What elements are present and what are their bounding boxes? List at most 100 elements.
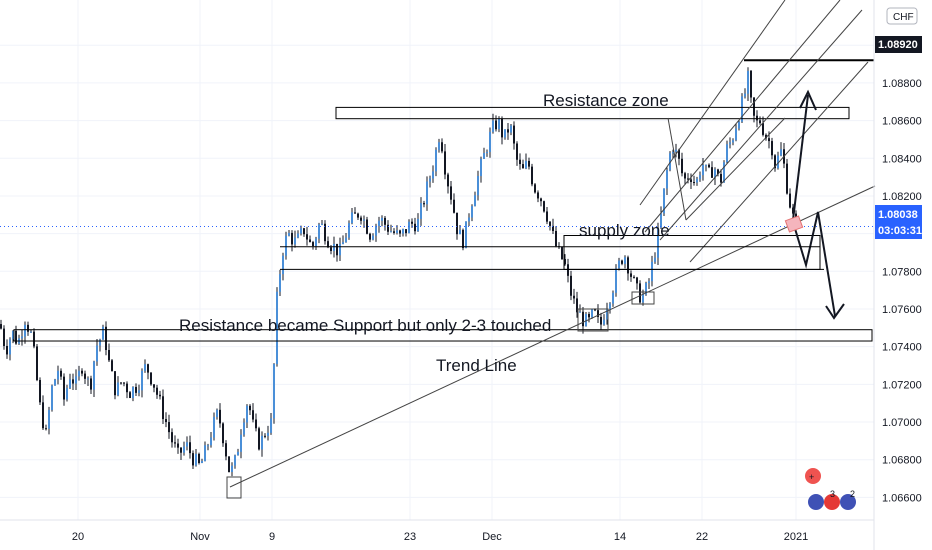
candle-body: [291, 232, 293, 245]
flag-icon-2[interactable]: [824, 494, 840, 510]
candle-body: [231, 465, 233, 473]
price-axis-ticks: 1.06600 1.06800 1.07000 1.07200 1.07400 1.076…: [882, 40, 922, 504]
candle-body: [732, 140, 734, 143]
candle-body: [627, 257, 629, 274]
candle-body: [510, 125, 512, 133]
price-tick-label: 1.07400: [882, 342, 922, 354]
candle-body: [279, 274, 281, 292]
candle-body: [330, 247, 332, 251]
candle-body: [114, 371, 116, 396]
candle-body: [387, 224, 389, 232]
candle-body: [498, 118, 500, 130]
candle-body: [675, 149, 677, 152]
candle-body: [6, 345, 8, 355]
candle-body: [540, 198, 542, 202]
candle-body: [372, 235, 374, 240]
candle-body: [96, 345, 98, 362]
flag-icon[interactable]: [808, 494, 824, 510]
candle-body: [513, 125, 515, 144]
candle-body: [36, 346, 38, 381]
candle-body: [66, 388, 68, 400]
candle-body: [753, 97, 755, 116]
candle-body: [573, 295, 575, 299]
candle-body: [273, 364, 275, 419]
candle-body: [150, 372, 152, 385]
candle-body: [666, 170, 668, 189]
candle-body: [603, 319, 605, 325]
candle-body: [180, 447, 182, 453]
candle-body: [528, 160, 530, 167]
candle-body: [747, 70, 749, 94]
svg-text:+: +: [809, 472, 814, 482]
candle-body: [81, 370, 83, 374]
candle-body: [711, 167, 713, 178]
candle-body: [294, 237, 296, 245]
time-tick-label: 23: [404, 531, 416, 543]
candle-body: [660, 213, 662, 228]
candle-body: [495, 120, 497, 130]
candle-body: [348, 223, 350, 238]
candle-body: [255, 419, 257, 429]
candle-body: [411, 221, 413, 224]
candle-body: [636, 277, 638, 284]
flag-icon-3[interactable]: [840, 494, 856, 510]
candle-body: [276, 291, 278, 365]
supply-zone-box: [563, 235, 821, 270]
candle-body: [720, 174, 722, 183]
price-tick-label: 1.08400: [882, 153, 922, 165]
add-indicator-icon[interactable]: [805, 468, 821, 484]
candle-body: [99, 339, 101, 346]
time-tick-label: Nov: [190, 531, 210, 543]
channel-line-2: [644, 0, 841, 233]
candle-body: [744, 93, 746, 97]
svg-text:2: 2: [850, 489, 855, 499]
candle-body: [708, 164, 710, 168]
candle-body: [792, 207, 794, 214]
candle-body: [0, 324, 2, 329]
candle-body: [492, 120, 494, 132]
candle-body: [612, 292, 614, 304]
candle-body: [327, 241, 329, 248]
candle-body: [597, 310, 599, 317]
candle-body: [204, 445, 206, 462]
drawing-lines: [226, 0, 876, 499]
time-tick-label: 9: [269, 531, 275, 543]
candle-body: [222, 423, 224, 444]
candle-body: [183, 446, 185, 453]
candle-body: [282, 255, 284, 275]
candle-body: [696, 178, 698, 183]
price-tick-label: 1.08200: [882, 191, 922, 203]
candle-body: [567, 264, 569, 276]
candle-body: [786, 163, 788, 194]
candle-body: [102, 326, 104, 340]
candle-body: [669, 153, 671, 171]
candle-body: [741, 96, 743, 122]
candle-body: [381, 217, 383, 221]
candle-body: [42, 402, 44, 429]
candle-body: [408, 221, 410, 234]
candle-body: [396, 230, 398, 233]
price-candles: [0, 67, 797, 477]
time-axis[interactable]: 20 Nov 9 23 Dec 14 22 2021: [0, 519, 874, 543]
candle-body: [453, 199, 455, 213]
candle-body: [117, 382, 119, 396]
indicator-badges[interactable]: + 3 2: [805, 468, 856, 510]
candle-body: [501, 118, 503, 138]
candle-body: [345, 237, 347, 243]
candle-body: [762, 123, 764, 135]
candle-body: [45, 428, 47, 430]
candle-body: [198, 453, 200, 463]
candle-body: [615, 268, 617, 293]
price-tick-label: 1.07000: [882, 417, 922, 429]
candle-body: [249, 405, 251, 411]
trend-line-label: Trend Line: [436, 356, 517, 375]
candle-body: [456, 212, 458, 235]
candle-body: [468, 217, 470, 222]
candle-body: [207, 445, 209, 447]
candle-body: [519, 159, 521, 165]
price-axis[interactable]: 1.06600 1.06800 1.07000 1.07200 1.07400 1.076…: [873, 0, 922, 550]
candle-body: [156, 387, 158, 395]
candle-body: [75, 376, 77, 384]
candle-body: [504, 129, 506, 138]
candle-body: [354, 212, 356, 214]
